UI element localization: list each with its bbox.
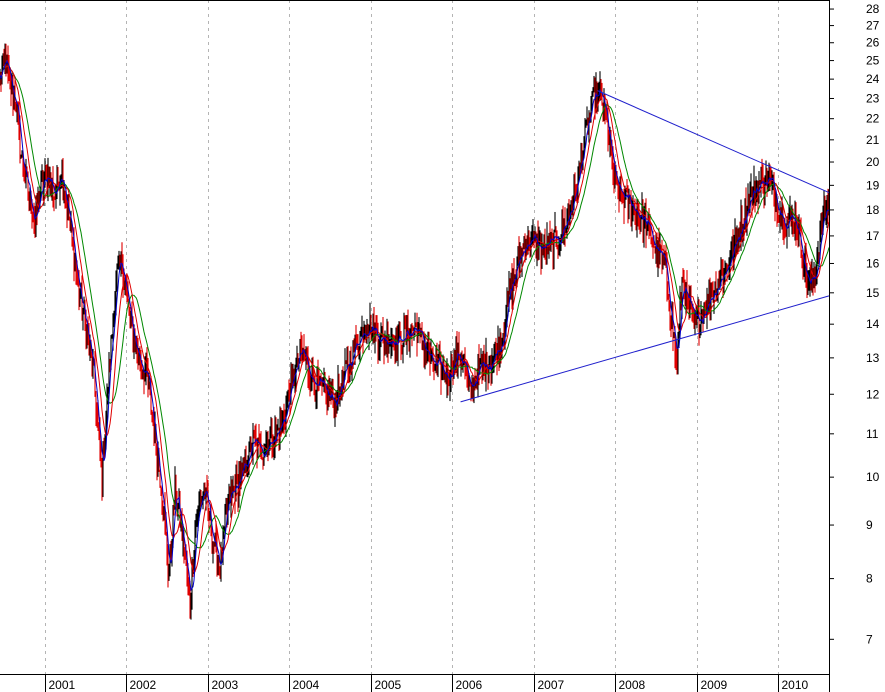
y-tick-label: 27 [866,19,880,33]
y-tick-label: 26 [866,36,880,50]
y-tick-label: 8 [866,572,873,586]
y-tick-label: 11 [866,427,879,441]
y-tick-label: 15 [866,286,880,300]
y-tick-label: 23 [866,91,880,105]
x-tick-label: 2008 [619,678,646,692]
axes [0,0,830,692]
vertical-grid [45,0,779,674]
y-tick-label: 21 [866,133,880,147]
x-tick-label: 2005 [375,678,402,692]
x-tick-label: 2007 [538,678,565,692]
x-tick-label: 2001 [49,678,76,692]
resistance-trendline [597,90,830,194]
series-layer [0,43,830,620]
y-tick-label: 19 [866,178,880,192]
x-tick-label: 2009 [701,678,728,692]
y-tick-label: 17 [866,229,880,243]
y-tick-label: 10 [866,470,880,484]
y-tick-label: 16 [866,256,880,270]
y-tick-label: 20 [866,155,880,169]
x-axis-ticks: 2001 2002 2003 2004 2005 2006 2007 2008 2009 2010 [45,674,809,692]
y-tick-label: 9 [866,518,873,532]
y-tick-label: 22 [866,112,880,126]
x-tick-label: 2002 [130,678,157,692]
y-tick-label: 25 [866,54,880,68]
y-axis-ticks: 7 8 9 10 11 12 13 14 15 16 17 18 19 20 21 22 23 24 25 26 27 2… [829,2,880,646]
moving-average-mid [0,65,830,573]
y-tick-label: 7 [866,632,873,646]
moving-average-short [0,59,830,592]
y-tick-label: 18 [866,203,880,217]
x-tick-label: 2004 [293,678,320,692]
x-tick-label: 2003 [212,678,239,692]
trendlines [460,90,830,403]
x-tick-label: 2010 [782,678,809,692]
y-tick-label: 14 [866,317,880,331]
support-trendline [460,295,830,403]
moving-average-long [0,65,830,549]
y-tick-label: 28 [866,2,880,16]
x-tick-label: 2006 [456,678,483,692]
y-tick-label: 24 [866,72,880,86]
y-tick-label: 12 [866,387,880,401]
y-tick-label: 13 [866,351,880,365]
